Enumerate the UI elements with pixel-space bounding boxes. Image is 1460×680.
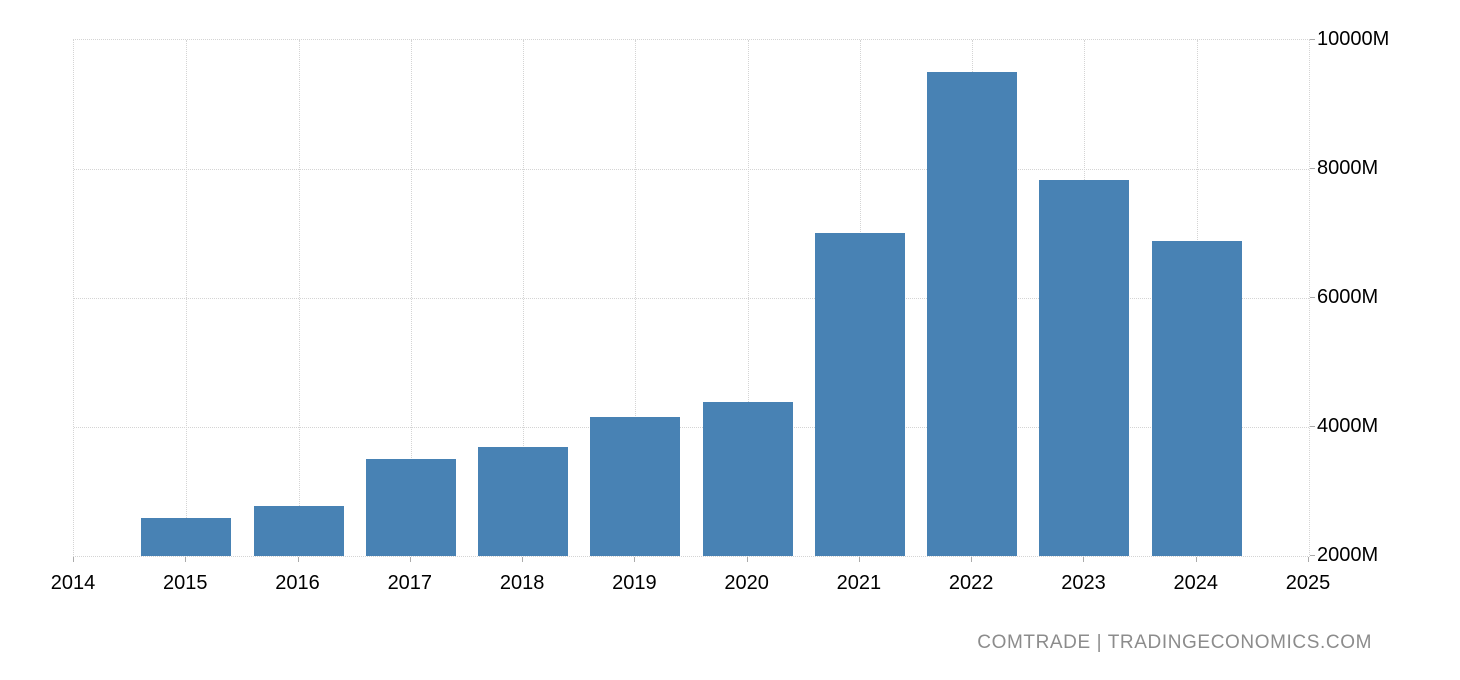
y-axis-label-4000: 4000M [1317,415,1379,437]
bar-2023[interactable] [1039,179,1130,556]
bar-2018[interactable] [478,447,569,556]
gridline-horizontal [74,427,1309,428]
x-axis-label-2016: 2016 [275,572,320,594]
y-axis-tick [1310,39,1315,40]
bar-2019[interactable] [590,416,681,556]
plot-area [73,39,1310,557]
bar-2021[interactable] [814,232,905,556]
x-axis-tick [522,557,524,562]
bar-2020[interactable] [702,401,793,556]
x-axis-label-2015: 2015 [163,572,208,594]
x-axis-label-2014: 2014 [50,572,96,594]
x-axis-tick [1195,557,1197,562]
y-axis-tick [1310,168,1315,169]
x-axis-label-2024: 2024 [1173,572,1218,594]
bar-2017[interactable] [365,459,456,556]
bar-2024[interactable] [1151,240,1242,556]
gridline-vertical [186,40,188,556]
x-axis-label-2019: 2019 [612,572,657,594]
x-axis-label-2023: 2023 [1061,572,1106,594]
y-axis-label-6000: 6000M [1317,286,1379,308]
x-axis-tick [746,557,748,562]
x-axis-tick [971,557,973,562]
gridline-vertical [298,40,300,556]
x-axis-label-2022: 2022 [948,572,994,594]
x-axis-label-2018: 2018 [499,572,545,594]
gridline-horizontal [74,169,1309,170]
x-axis-tick [409,557,411,562]
x-axis-label-2017: 2017 [387,572,433,594]
y-axis-label-2000: 2000M [1317,544,1379,566]
gridline-vertical [410,40,412,556]
bar-2015[interactable] [141,517,232,556]
x-axis-tick [1083,557,1085,562]
x-axis-tick [73,557,74,562]
gridline-horizontal [74,298,1309,299]
bar-2016[interactable] [253,505,344,556]
bar-2022[interactable] [927,71,1018,556]
y-axis-tick [1310,297,1315,298]
gridline-vertical [635,40,637,556]
y-axis-tick [1310,555,1315,556]
gridline-vertical [747,40,749,556]
x-axis-tick [185,557,187,562]
watermark: COMTRADE | TRADINGECONOMICS.COM [977,632,1372,653]
y-axis-label-8000: 8000M [1317,157,1379,179]
x-axis-tick [858,557,860,562]
y-axis-tick [1310,426,1315,427]
x-axis-label-2021: 2021 [836,572,882,594]
gridline-vertical [523,40,525,556]
x-axis-label-2020: 2020 [724,572,769,594]
x-axis-label-2025: 2025 [1285,572,1331,594]
x-axis-tick [1308,557,1309,562]
x-axis-tick [634,557,636,562]
x-axis-tick [297,557,299,562]
y-axis-label-10000: 10000M [1317,28,1390,50]
